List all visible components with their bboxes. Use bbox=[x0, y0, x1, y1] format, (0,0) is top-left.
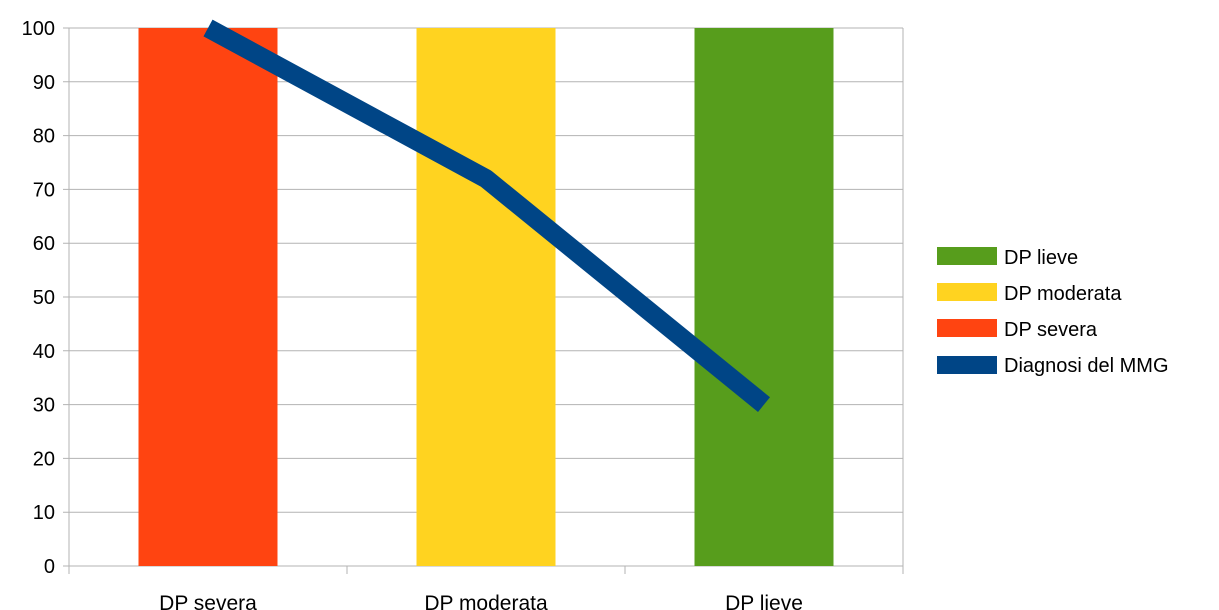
legend-swatch-dp-severa bbox=[937, 319, 997, 337]
y-tick-label-30: 30 bbox=[33, 395, 55, 417]
x-category-label-dp-moderata: DP moderata bbox=[424, 592, 548, 610]
y-tick-label-0: 0 bbox=[44, 556, 55, 578]
line-series bbox=[203, 19, 770, 412]
x-category-label-dp-lieve: DP lieve bbox=[725, 592, 803, 610]
y-tick-label-50: 50 bbox=[33, 287, 55, 309]
bar-dp-moderata bbox=[416, 28, 556, 566]
bar-dp-severa bbox=[138, 28, 278, 566]
legend-label-diagnosi-del-mmg: Diagnosi del MMG bbox=[1004, 355, 1169, 377]
legend-swatch-dp-moderata bbox=[937, 283, 997, 301]
y-tick-label-80: 80 bbox=[33, 126, 55, 148]
y-tick-label-10: 10 bbox=[33, 502, 55, 524]
axes bbox=[68, 28, 904, 574]
y-tick-labels: 0 10 20 30 40 50 60 70 80 90 100 bbox=[22, 18, 55, 578]
y-tick-label-100: 100 bbox=[22, 18, 55, 40]
y-tick-label-20: 20 bbox=[33, 448, 55, 470]
legend-label-dp-severa: DP severa bbox=[1004, 319, 1098, 341]
legend: DP lieve DP moderata DP severa Diagnosi del… bbox=[937, 247, 1169, 377]
legend-swatch-diagnosi-del-mmg bbox=[937, 356, 997, 374]
y-tick-label-40: 40 bbox=[33, 341, 55, 363]
y-tick-label-90: 90 bbox=[33, 72, 55, 94]
legend-swatch-dp-lieve bbox=[937, 247, 997, 265]
y-tick-label-70: 70 bbox=[33, 179, 55, 201]
bar-dp-lieve bbox=[694, 28, 834, 566]
bars bbox=[138, 28, 834, 566]
legend-label-dp-lieve: DP lieve bbox=[1004, 247, 1078, 269]
legend-label-dp-moderata: DP moderata bbox=[1004, 283, 1122, 305]
y-tick-label-60: 60 bbox=[33, 233, 55, 255]
x-category-labels: DP severa DP moderata DP lieve bbox=[159, 592, 803, 610]
x-category-label-dp-severa: DP severa bbox=[159, 592, 257, 610]
